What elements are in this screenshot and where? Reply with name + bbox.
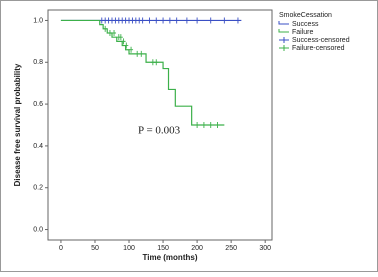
legend-label: Success-censored: [292, 37, 350, 44]
censor-mark: [106, 17, 111, 24]
y-tick-label: 0.0: [33, 226, 43, 233]
censor-mark: [133, 17, 138, 24]
legend-swatch: [279, 45, 289, 51]
censor-mark: [121, 38, 126, 45]
censor-mark: [201, 122, 206, 128]
censor-mark: [154, 59, 159, 66]
legend-label: Success: [292, 21, 319, 28]
censor-mark: [110, 17, 114, 24]
x-tick-label: 200: [191, 245, 203, 252]
x-tick-label: 250: [225, 245, 237, 252]
censor-mark: [208, 17, 213, 24]
survival-line: [60, 19, 225, 126]
censor-mark: [167, 17, 172, 24]
censor-mark: [208, 122, 213, 128]
censor-mark: [184, 17, 189, 24]
censor-mark: [118, 34, 123, 41]
censor-mark: [140, 17, 145, 24]
legend-label: Failure-censored: [292, 45, 345, 52]
censor-mark: [139, 50, 144, 57]
censor-mark: [161, 17, 166, 24]
x-axis-label: Time (months): [143, 253, 198, 262]
censor-mark: [150, 59, 155, 66]
censor-mark: [120, 17, 125, 24]
censor-mark: [107, 30, 112, 36]
censor-mark: [116, 17, 121, 24]
censor-mark: [215, 122, 220, 128]
legend-label: Failure: [292, 29, 314, 36]
censor-mark: [123, 17, 128, 24]
x-tick-label: 100: [123, 245, 135, 252]
x-tick-label: 50: [91, 245, 99, 252]
censor-mark: [222, 17, 227, 24]
legend-swatch: [278, 21, 289, 25]
x-tick-label: 300: [259, 245, 271, 252]
censor-mark: [129, 46, 134, 53]
censor-mark: [130, 17, 135, 24]
censor-mark: [103, 17, 108, 24]
censor-mark: [174, 17, 179, 24]
y-tick-label: 0.8: [33, 59, 43, 66]
censor-mark: [127, 17, 132, 24]
y-tick-label: 1.0: [33, 17, 43, 24]
censor-mark: [147, 17, 152, 24]
censor-mark: [112, 30, 117, 36]
censor-mark: [135, 50, 140, 57]
legend-swatch: [278, 29, 289, 33]
censor-mark: [195, 17, 200, 24]
annotation: P = 0.003: [138, 125, 181, 137]
legend-swatch: [279, 37, 289, 43]
y-tick-label: 0.2: [33, 185, 43, 192]
censor-mark: [235, 17, 240, 24]
x-tick-label: 150: [157, 245, 169, 252]
plot-area: [47, 9, 273, 241]
y-tick-label: 0.4: [33, 143, 43, 150]
censor-mark: [124, 42, 129, 49]
censor-mark: [195, 122, 200, 128]
y-tick-label: 0.6: [33, 101, 43, 108]
legend-title: SmokeCessation: [279, 12, 332, 19]
censor-mark: [137, 17, 142, 24]
censor-mark: [113, 17, 118, 24]
censor-mark: [99, 17, 104, 24]
censor-mark: [154, 17, 159, 24]
y-axis-label: Disease free survival probability: [13, 63, 22, 186]
x-tick-label: 0: [59, 245, 63, 252]
censor-mark: [103, 25, 108, 32]
